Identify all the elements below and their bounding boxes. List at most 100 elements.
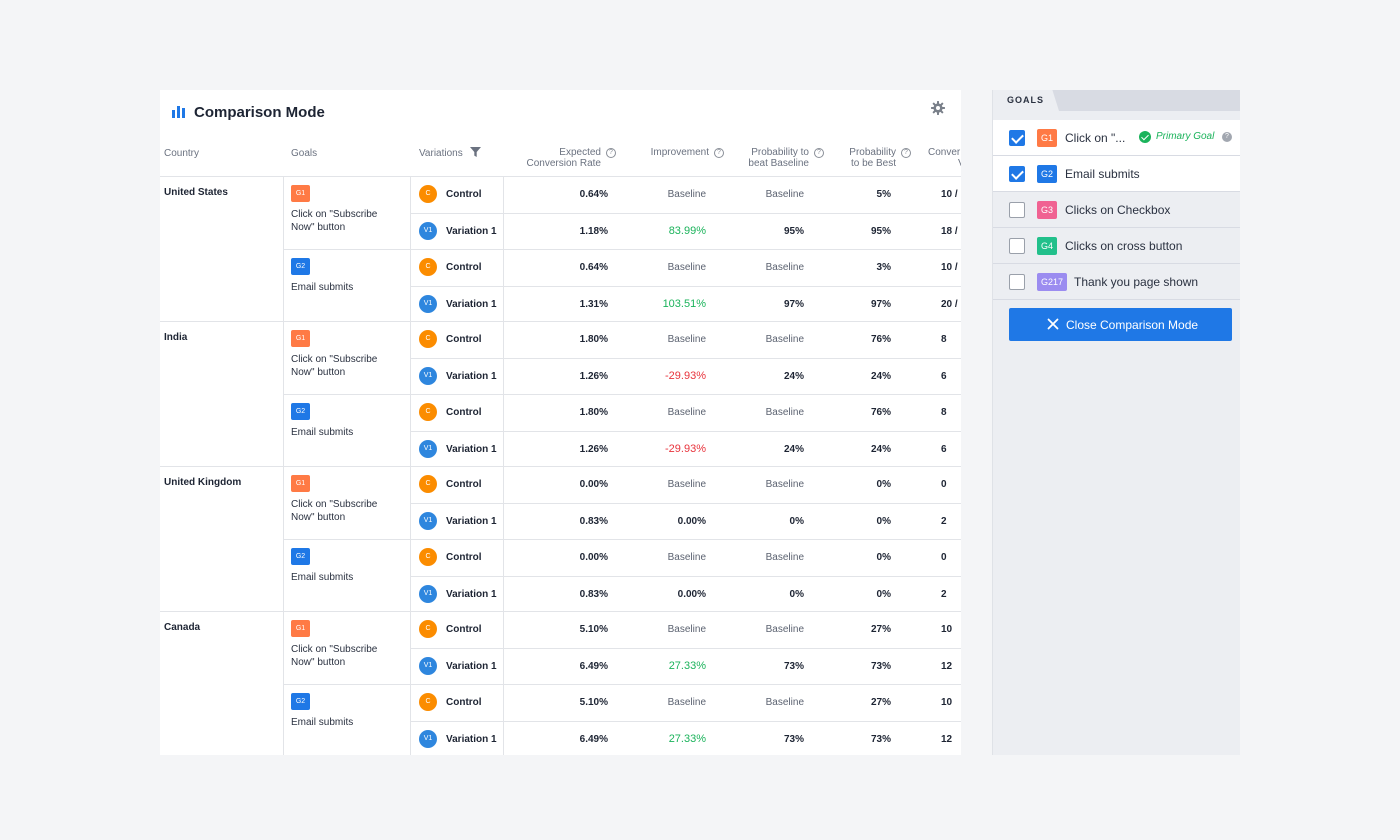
goal-checkbox[interactable] — [1009, 166, 1025, 182]
goal-badge: G2 — [291, 548, 310, 565]
column-divider — [503, 685, 504, 721]
goal-list-item[interactable]: G3 Clicks on Checkbox — [993, 192, 1240, 228]
table-row[interactable]: V1 Variation 1 0.83% 0.00% 0% 0% 2 — [411, 576, 961, 613]
probability-to-be-best: 95% — [870, 226, 891, 237]
goal-checkbox[interactable] — [1009, 130, 1025, 146]
control-badge: C — [419, 475, 437, 493]
close-comparison-mode-button[interactable]: Close Comparison Mode — [1009, 308, 1232, 341]
goal-badge: G1 — [291, 330, 310, 347]
goal-badge: G1 — [1037, 129, 1058, 147]
conversions-visitors: 2 — [941, 516, 947, 527]
probability-to-be-best: 0% — [876, 552, 891, 563]
goal-checkbox[interactable] — [1009, 274, 1025, 290]
goal-group: G1 Click on "Subscribe Now" button C Contro… — [283, 177, 961, 250]
expected-conversion-rate: 6.49% — [579, 661, 608, 672]
probability-to-be-best: 73% — [870, 734, 891, 745]
column-divider — [503, 612, 504, 648]
table-row[interactable]: C Control 1.80% Baseline Baseline 76% 8 — [411, 395, 961, 431]
column-divider — [503, 467, 504, 503]
header-improvement[interactable]: Improvement? — [651, 147, 724, 158]
header-conversions[interactable]: Conver V — [928, 147, 961, 169]
expected-conversion-rate: 0.83% — [579, 589, 608, 600]
help-icon[interactable]: ? — [814, 148, 824, 158]
help-icon[interactable]: ? — [714, 148, 724, 158]
table-row[interactable]: V1 Variation 1 1.31% 103.51% 97% 97% 20 / — [411, 286, 961, 323]
goal-list-item[interactable]: G4 Clicks on cross button — [993, 228, 1240, 264]
column-divider — [503, 504, 504, 540]
probability-beat-baseline: Baseline — [765, 697, 804, 708]
variation-name: Control — [446, 262, 482, 273]
probability-beat-baseline: Baseline — [765, 624, 804, 635]
header-probability-best[interactable]: Probability? to be Best — [849, 147, 911, 169]
header-probability-beat[interactable]: Probability to? beat Baseline — [748, 147, 824, 169]
variation-badge: V1 — [419, 222, 437, 240]
table-row[interactable]: C Control 0.64% Baseline Baseline 5% 10 / — [411, 177, 961, 213]
goal-badge: G2 — [291, 258, 310, 275]
header-expected-rate[interactable]: Expected? Conversion Rate — [527, 147, 616, 169]
conversions-visitors: 10 — [941, 624, 953, 635]
expected-conversion-rate: 0.00% — [579, 479, 608, 490]
conversions-visitors: 12 — [941, 661, 953, 672]
close-icon — [1047, 318, 1059, 330]
table-row[interactable]: V1 Variation 1 6.49% 27.33% 73% 73% 12 — [411, 721, 961, 755]
goal-label: Clicks on cross button — [1065, 239, 1183, 253]
conversions-visitors: 10 — [941, 697, 953, 708]
comparison-card: Comparison Mode Country Goals Variations… — [160, 90, 961, 755]
column-divider — [410, 322, 411, 394]
probability-to-be-best: 76% — [870, 334, 891, 345]
expected-conversion-rate: 5.10% — [579, 624, 608, 635]
table-row[interactable]: C Control 0.00% Baseline Baseline 0% 0 — [411, 467, 961, 503]
improvement-value: 103.51% — [662, 298, 706, 310]
header-conversions-line2: V — [958, 158, 961, 169]
probability-to-be-best: 24% — [870, 444, 891, 455]
table-row[interactable]: C Control 5.10% Baseline Baseline 27% 10 — [411, 612, 961, 648]
probability-to-be-best: 3% — [876, 262, 891, 273]
probability-to-be-best: 73% — [870, 661, 891, 672]
probability-beat-baseline: 97% — [783, 299, 804, 310]
table-row[interactable]: C Control 0.00% Baseline Baseline 0% 0 — [411, 540, 961, 576]
header-variations[interactable]: Variations — [419, 147, 481, 159]
country-group: Canada G1 Click on "Subscribe Now" button C… — [160, 612, 961, 755]
probability-to-be-best: 0% — [876, 589, 891, 600]
expected-conversion-rate: 5.10% — [579, 697, 608, 708]
goal-list-item[interactable]: G1 Click on "... Primary Goal? — [993, 120, 1240, 156]
variation-name: Variation 1 — [446, 299, 497, 310]
table-row[interactable]: V1 Variation 1 6.49% 27.33% 73% 73% 12 — [411, 648, 961, 685]
filter-icon[interactable] — [469, 147, 481, 157]
tab-goals[interactable] — [993, 90, 1059, 111]
table-row[interactable]: V1 Variation 1 1.18% 83.99% 95% 95% 18 / — [411, 213, 961, 250]
header-variations-label: Variations — [419, 148, 463, 159]
variation-name: Control — [446, 189, 482, 200]
goal-badge: G1 — [291, 475, 310, 492]
column-divider — [410, 177, 411, 249]
goal-name: Email submits — [291, 717, 354, 728]
improvement-value: Baseline — [667, 407, 706, 418]
goal-list-item[interactable]: G2 Email submits — [993, 156, 1240, 192]
table-row[interactable]: V1 Variation 1 0.83% 0.00% 0% 0% 2 — [411, 503, 961, 540]
help-icon[interactable]: ? — [901, 148, 911, 158]
goal-badge: G1 — [291, 185, 310, 202]
goal-list-item[interactable]: G217 Thank you page shown — [993, 264, 1240, 300]
goal-label: Click on "... — [1065, 131, 1126, 145]
help-icon[interactable]: ? — [606, 148, 616, 158]
country-group: United Kingdom G1 Click on "Subscribe Now"… — [160, 467, 961, 613]
table-row[interactable]: V1 Variation 1 1.26% -29.93% 24% 24% 6 — [411, 431, 961, 468]
help-icon[interactable]: ? — [1222, 132, 1232, 142]
control-badge: C — [419, 330, 437, 348]
expected-conversion-rate: 0.64% — [579, 262, 608, 273]
country-name: United Kingdom — [164, 477, 242, 488]
goal-checkbox[interactable] — [1009, 202, 1025, 218]
header-country[interactable]: Country — [164, 148, 200, 159]
expected-conversion-rate: 1.80% — [579, 407, 608, 418]
table-row[interactable]: C Control 1.80% Baseline Baseline 76% 8 — [411, 322, 961, 358]
gear-icon[interactable] — [930, 100, 946, 116]
table-row[interactable]: C Control 5.10% Baseline Baseline 27% 10 — [411, 685, 961, 721]
conversions-visitors: 10 / — [941, 189, 958, 200]
table-row[interactable]: C Control 0.64% Baseline Baseline 3% 10 / — [411, 250, 961, 286]
table-row[interactable]: V1 Variation 1 1.26% -29.93% 24% 24% 6 — [411, 358, 961, 395]
column-divider — [410, 395, 411, 467]
goal-checkbox[interactable] — [1009, 238, 1025, 254]
improvement-value: Baseline — [667, 262, 706, 273]
probability-to-be-best: 0% — [876, 479, 891, 490]
header-goals[interactable]: Goals — [291, 148, 318, 159]
